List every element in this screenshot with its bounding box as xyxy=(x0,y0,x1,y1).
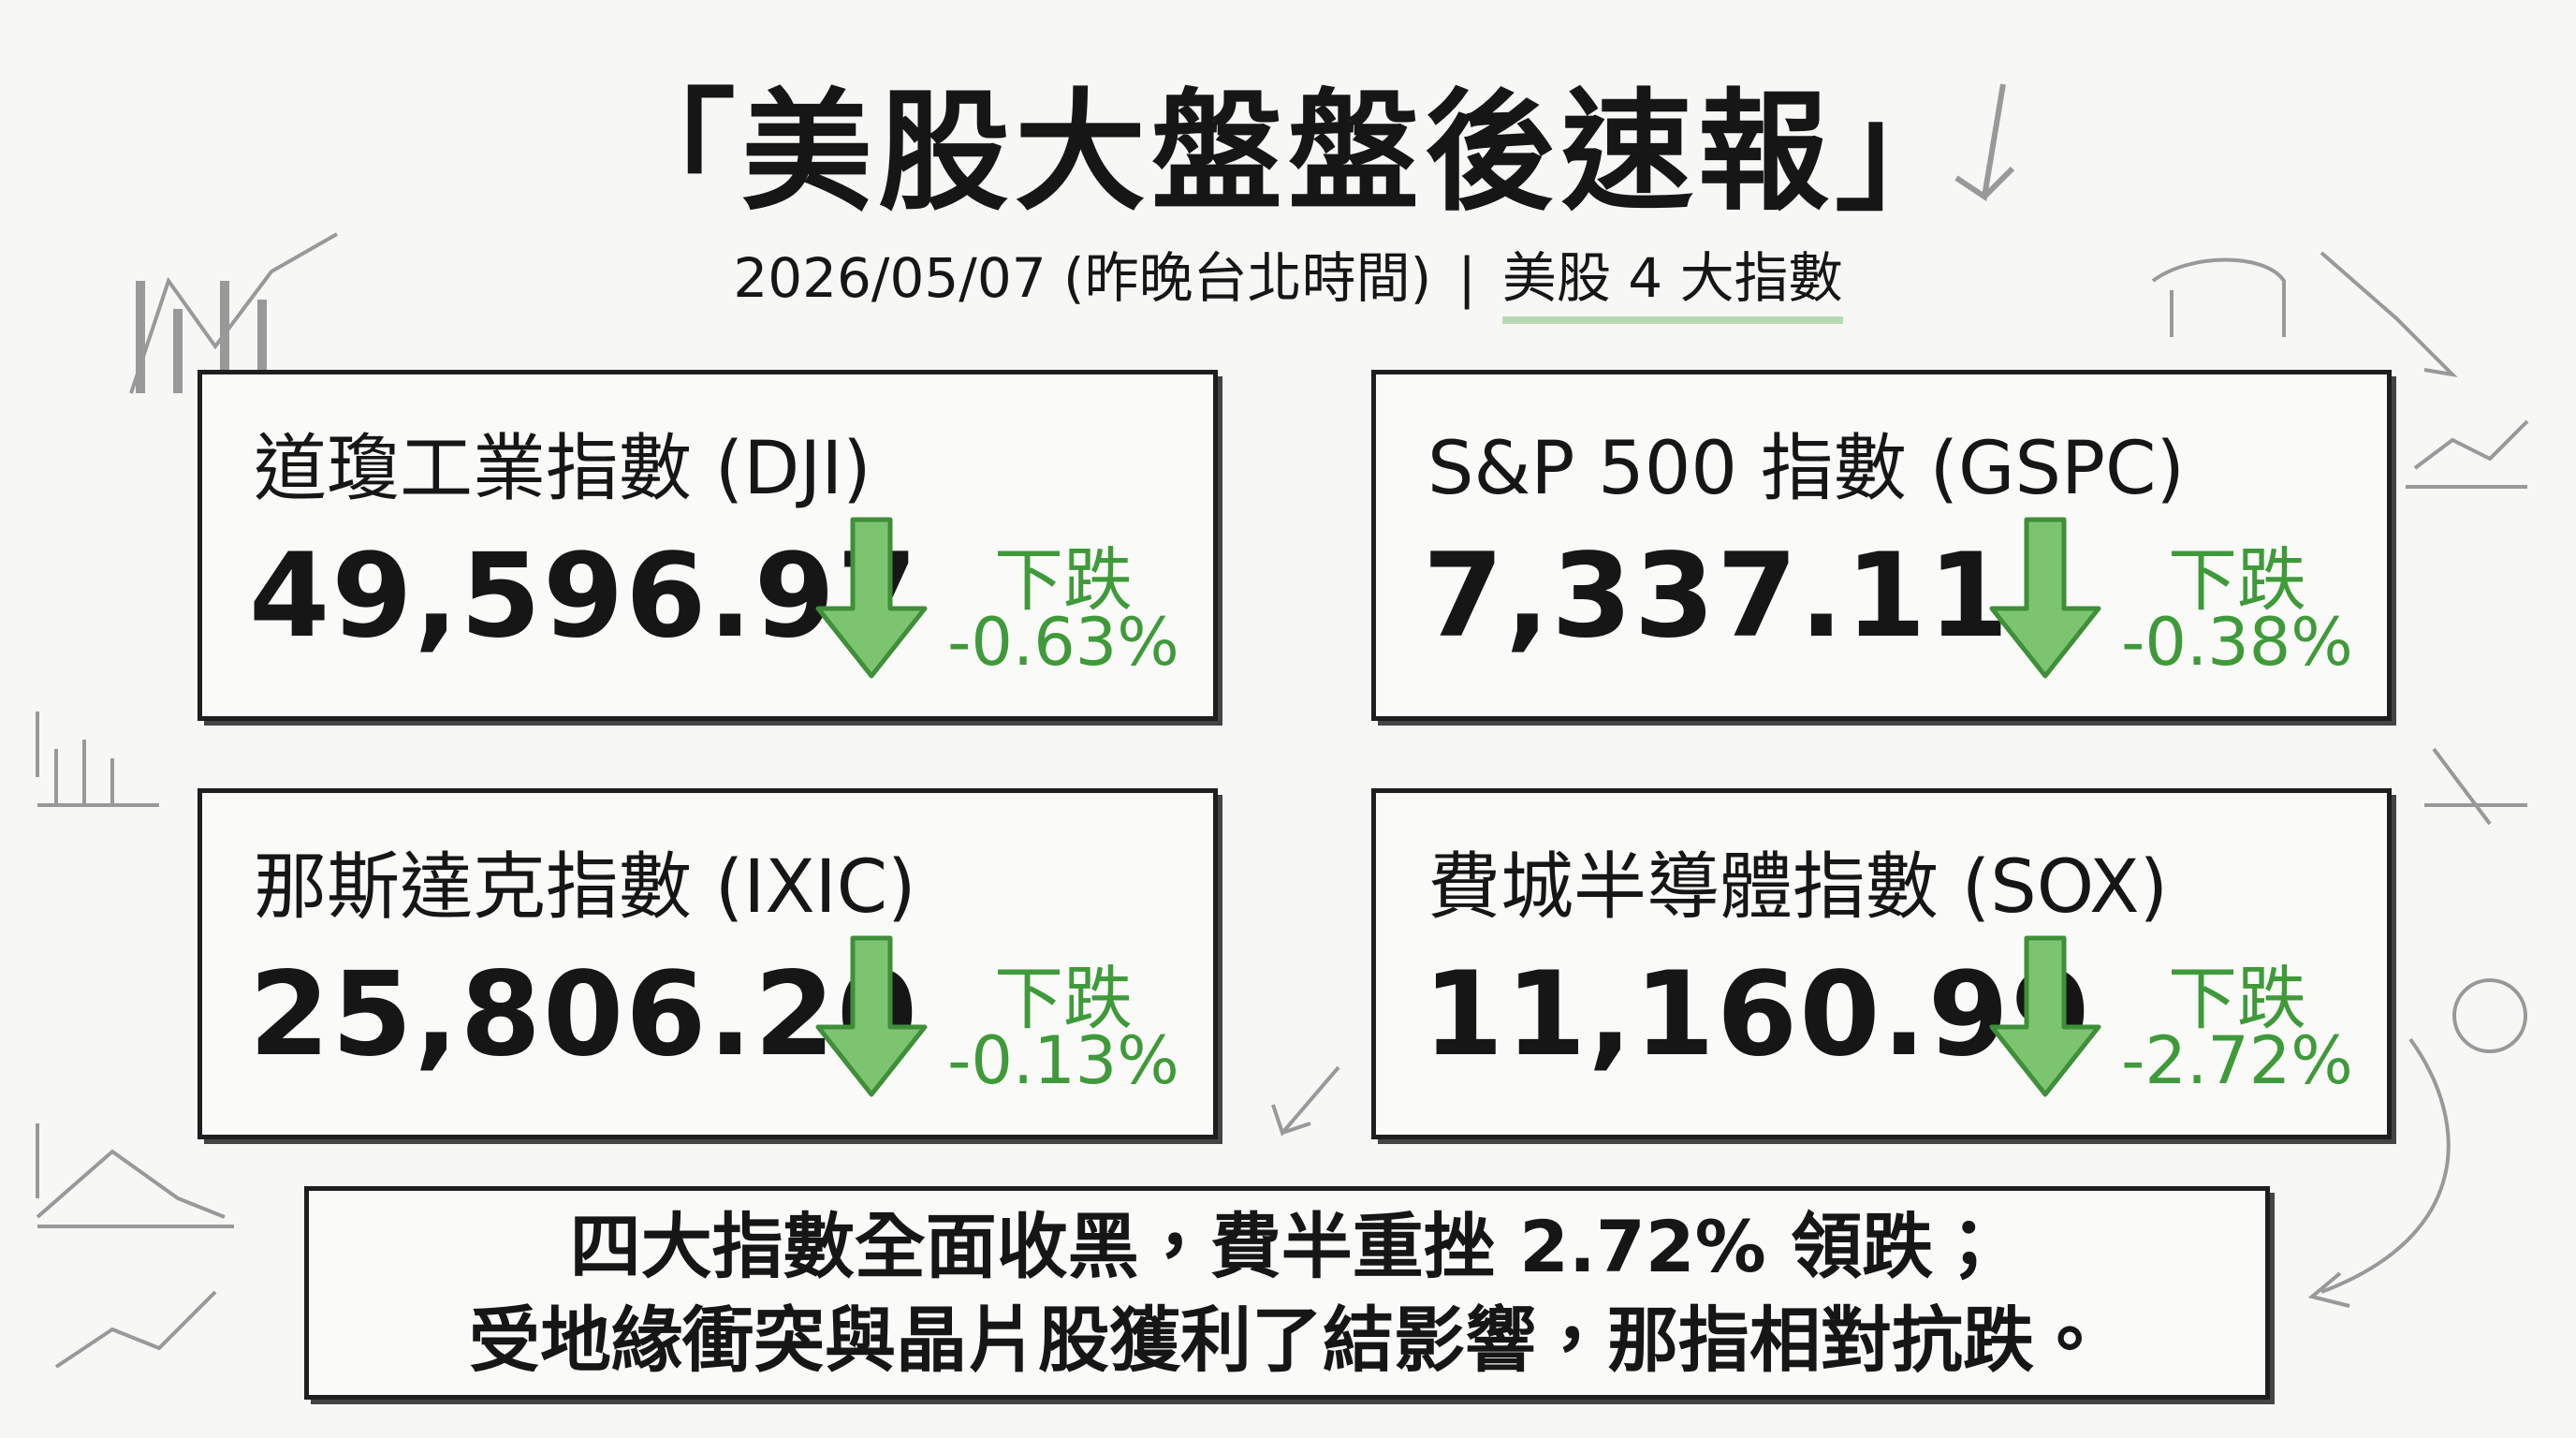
index-card: 那斯達克指數 (IXIC) 25,806.20 下跌 -0.13% xyxy=(198,788,1218,1139)
arrow-shape xyxy=(1989,517,2101,679)
title: 「美股大盤盤後速報」 xyxy=(604,77,1971,229)
down-arrow xyxy=(1989,517,2101,679)
arrow-shape xyxy=(815,935,928,1097)
index-card: 道瓊工業指數 (DJI) 49,596.97 下跌 -0.63% xyxy=(198,370,1218,721)
index-card: S&P 500 指數 (GSPC) 7,337.11 下跌 -0.38% xyxy=(1371,370,2392,721)
index-value: 25,806.20 xyxy=(249,947,920,1082)
summary-line: 四大指數全面收黑，費半重挫 2.72% 領跌； xyxy=(569,1205,2005,1288)
doodle-chart xyxy=(36,712,159,807)
doodle-bars xyxy=(136,281,267,393)
doodle-line xyxy=(54,1290,217,1369)
doodle-arrow xyxy=(2320,251,2458,377)
direction-label: 下跌 xyxy=(2168,959,2306,1039)
arrow-shape xyxy=(1989,935,2101,1097)
direction-label: 下跌 xyxy=(2168,540,2306,621)
doodle-arrow xyxy=(1954,83,2015,202)
doodle-arrow xyxy=(1271,1065,1340,1137)
doodle-line xyxy=(129,232,338,394)
change-percent: -0.13% xyxy=(947,1022,1179,1099)
doodle-pie xyxy=(2452,978,2527,1053)
doodle-chart xyxy=(36,1123,234,1228)
date: 2026/05/07 (昨晚台北時間) xyxy=(733,246,1432,310)
direction-label: 下跌 xyxy=(994,540,1133,621)
doodle-chart xyxy=(2406,419,2529,489)
change-percent: -2.72% xyxy=(2121,1022,2353,1099)
down-arrow xyxy=(815,935,928,1097)
index-card: 費城半導體指數 (SOX) 11,160.99 下跌 -2.72% xyxy=(1371,788,2392,1139)
doodle-bear xyxy=(2151,257,2286,337)
down-arrow xyxy=(1989,935,2101,1097)
subtitle-row: 2026/05/07 (昨晚台北時間) | 美股 4 大指數 xyxy=(0,234,2576,324)
summary-line: 受地緣衝突與晶片股獲利了結影響，那指相對抗跌。 xyxy=(469,1299,2105,1382)
change-percent: -0.63% xyxy=(947,604,1179,681)
index-name: S&P 500 指數 (GSPC) xyxy=(1427,427,2185,511)
summary-box: 四大指數全面收黑，費半重挫 2.72% 領跌； 受地緣衝突與晶片股獲利了結影響，… xyxy=(304,1186,2270,1400)
down-arrow xyxy=(815,517,928,679)
separator: | xyxy=(1457,246,1476,310)
index-name: 道瓊工業指數 (DJI) xyxy=(254,427,871,511)
change-percent: -0.38% xyxy=(2121,604,2353,681)
subtitle: 美股 4 大指數 xyxy=(1501,234,1843,324)
arrow-shape xyxy=(815,517,928,679)
index-value: 11,160.99 xyxy=(1423,947,2094,1082)
index-value: 49,596.97 xyxy=(249,529,920,664)
index-name: 費城半導體指數 (SOX) xyxy=(1427,845,2169,930)
doodle-arrow xyxy=(2307,1037,2451,1308)
direction-label: 下跌 xyxy=(994,959,1133,1039)
index-name: 那斯達克指數 (IXIC) xyxy=(254,845,916,930)
doodle-chart xyxy=(2424,747,2527,826)
index-value: 7,337.11 xyxy=(1423,529,2011,664)
